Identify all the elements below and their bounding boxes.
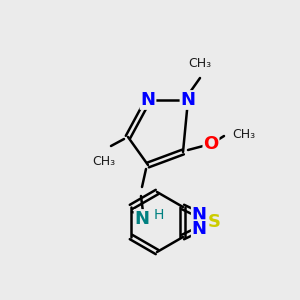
Text: CH₃: CH₃: [232, 128, 255, 140]
Text: CH₃: CH₃: [188, 57, 212, 70]
Text: S: S: [208, 213, 221, 231]
Text: N: N: [134, 210, 149, 228]
Text: CH₃: CH₃: [92, 155, 116, 168]
Text: H: H: [154, 208, 164, 222]
Text: N: N: [192, 220, 207, 238]
Text: N: N: [140, 91, 155, 109]
Text: N: N: [181, 91, 196, 109]
Text: O: O: [203, 135, 219, 153]
Text: N: N: [192, 206, 207, 224]
